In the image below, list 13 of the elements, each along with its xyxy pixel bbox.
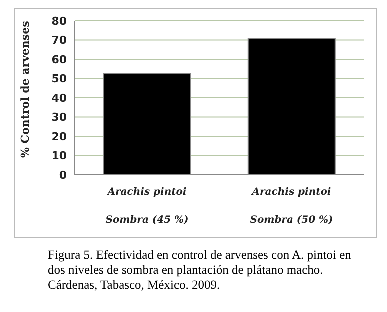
y-tick-label: 50: [52, 72, 68, 86]
y-tick-label: 10: [52, 150, 68, 163]
y-axis-title: % Control de arvenses: [18, 21, 32, 158]
text: Figura 5. Efectividad en control de arvenses con A. pintoi en dos niveles de sombra en plantación de plátano macho. Cárdenas, Tabasco, México. 2009.: [48, 248, 352, 293]
y-tick-label: 30: [52, 111, 68, 124]
y-tick-label: 70: [52, 34, 68, 48]
y-tick-label: 40: [52, 92, 68, 105]
y-tick-label: 0: [59, 168, 68, 182]
y-tick-label: 60: [52, 53, 68, 66]
y-tick-label: 20: [52, 130, 68, 144]
y-tick-label: 80: [52, 14, 68, 28]
category-label: Arachis pintoi Sombra (50 %): [250, 187, 334, 226]
category-label: Arachis pintoi Sombra (45 %): [106, 187, 189, 226]
